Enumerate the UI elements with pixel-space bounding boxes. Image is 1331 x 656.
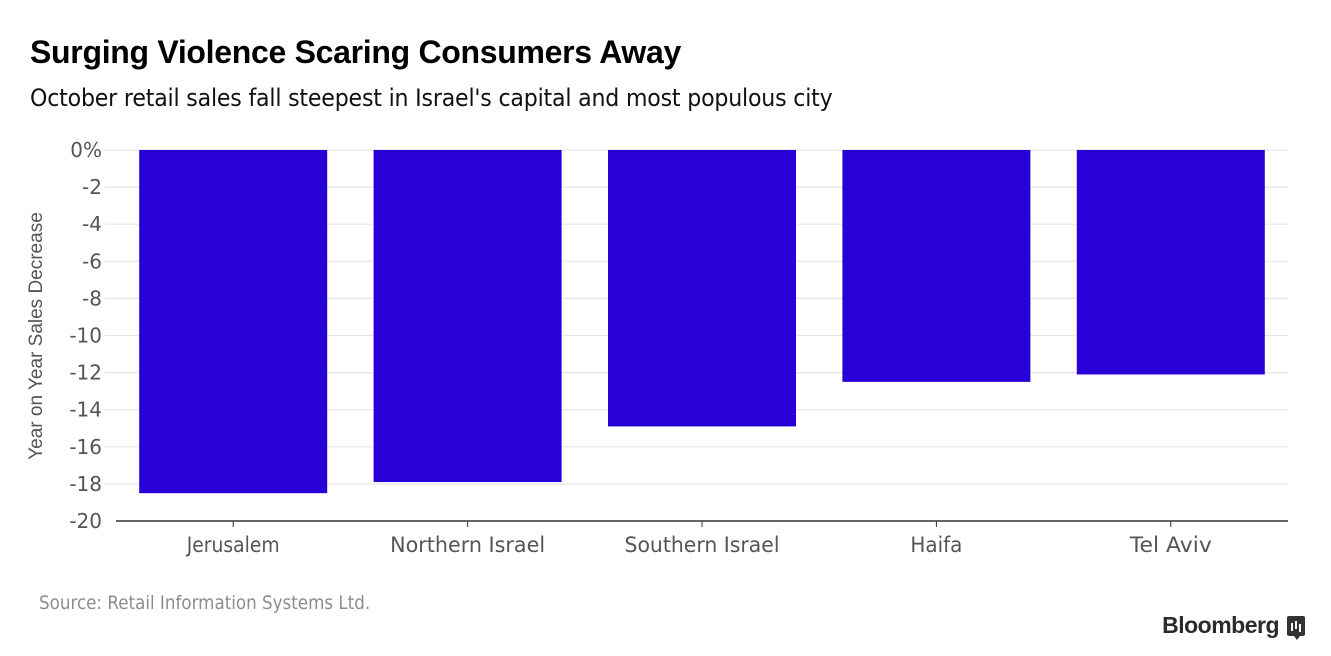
y-tick-label: -2 (82, 175, 102, 199)
y-tick-label: -4 (82, 212, 102, 236)
x-tick-label: Northern Israel (390, 533, 545, 557)
y-tick-label: -10 (69, 324, 102, 348)
bloomberg-chart-icon (1287, 615, 1305, 640)
y-tick-label: -8 (82, 286, 102, 310)
y-tick-label: -12 (69, 361, 102, 385)
chart-subtitle: October retail sales fall steepest in Is… (30, 84, 833, 112)
brand-name: Bloomberg (1162, 612, 1279, 638)
x-tick-label: Southern Israel (625, 533, 780, 557)
y-tick-label: -18 (69, 472, 102, 496)
y-tick-label: 0% (70, 138, 102, 162)
bars (139, 150, 1265, 494)
y-tick-label: -14 (69, 398, 102, 422)
bar-haifa (842, 150, 1031, 382)
x-axis: Jerusalem Northern Israel Southern Israel H… (116, 520, 1288, 557)
x-tick-label: Tel Aviv (1129, 533, 1212, 557)
y-tick-label: -6 (82, 249, 102, 273)
bar-southern-israel (608, 150, 796, 427)
y-axis-ticks: 0% -2 -4 -6 -8 -10 -12 -14 -16 -18 -20 (69, 138, 102, 533)
y-tick-label: -16 (69, 435, 102, 459)
y-tick-label: -20 (69, 509, 102, 533)
source-note: Source: Retail Information Systems Ltd. (39, 592, 371, 614)
x-tick-label: Haifa (910, 533, 962, 557)
bar-jerusalem (139, 150, 328, 494)
bar-tel-aviv (1076, 150, 1265, 375)
bloomberg-logo: Bloomberg (1162, 612, 1305, 640)
y-axis-label: Year on Year Sales Decrease (26, 212, 47, 460)
chart-title: Surging Violence Scaring Consumers Away (30, 34, 682, 70)
x-tick-label: Jerusalem (185, 533, 280, 557)
bar-northern-israel (373, 150, 562, 483)
